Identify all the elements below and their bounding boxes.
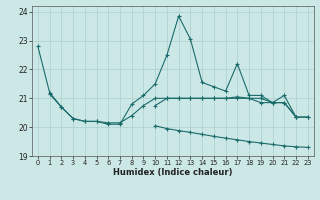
X-axis label: Humidex (Indice chaleur): Humidex (Indice chaleur) bbox=[113, 168, 233, 177]
